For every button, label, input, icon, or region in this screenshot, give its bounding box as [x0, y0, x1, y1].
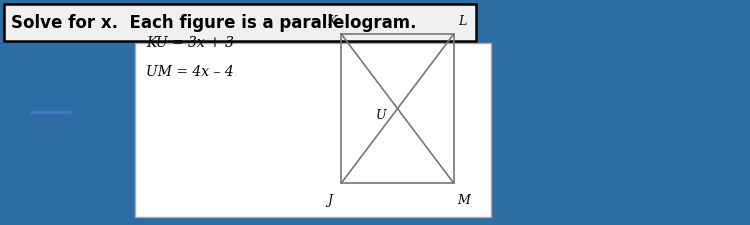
Text: UM = 4x – 4: UM = 4x – 4 [146, 65, 234, 79]
FancyBboxPatch shape [4, 4, 476, 42]
Text: U: U [376, 108, 386, 121]
Text: KU = 3x + 3: KU = 3x + 3 [146, 36, 234, 50]
Text: K: K [327, 15, 336, 28]
FancyBboxPatch shape [135, 44, 491, 217]
Text: L: L [458, 15, 466, 28]
Text: Solve for x.  Each figure is a parallelogram.: Solve for x. Each figure is a parallelog… [11, 14, 417, 32]
Text: J: J [328, 194, 332, 207]
Text: M: M [457, 194, 470, 207]
